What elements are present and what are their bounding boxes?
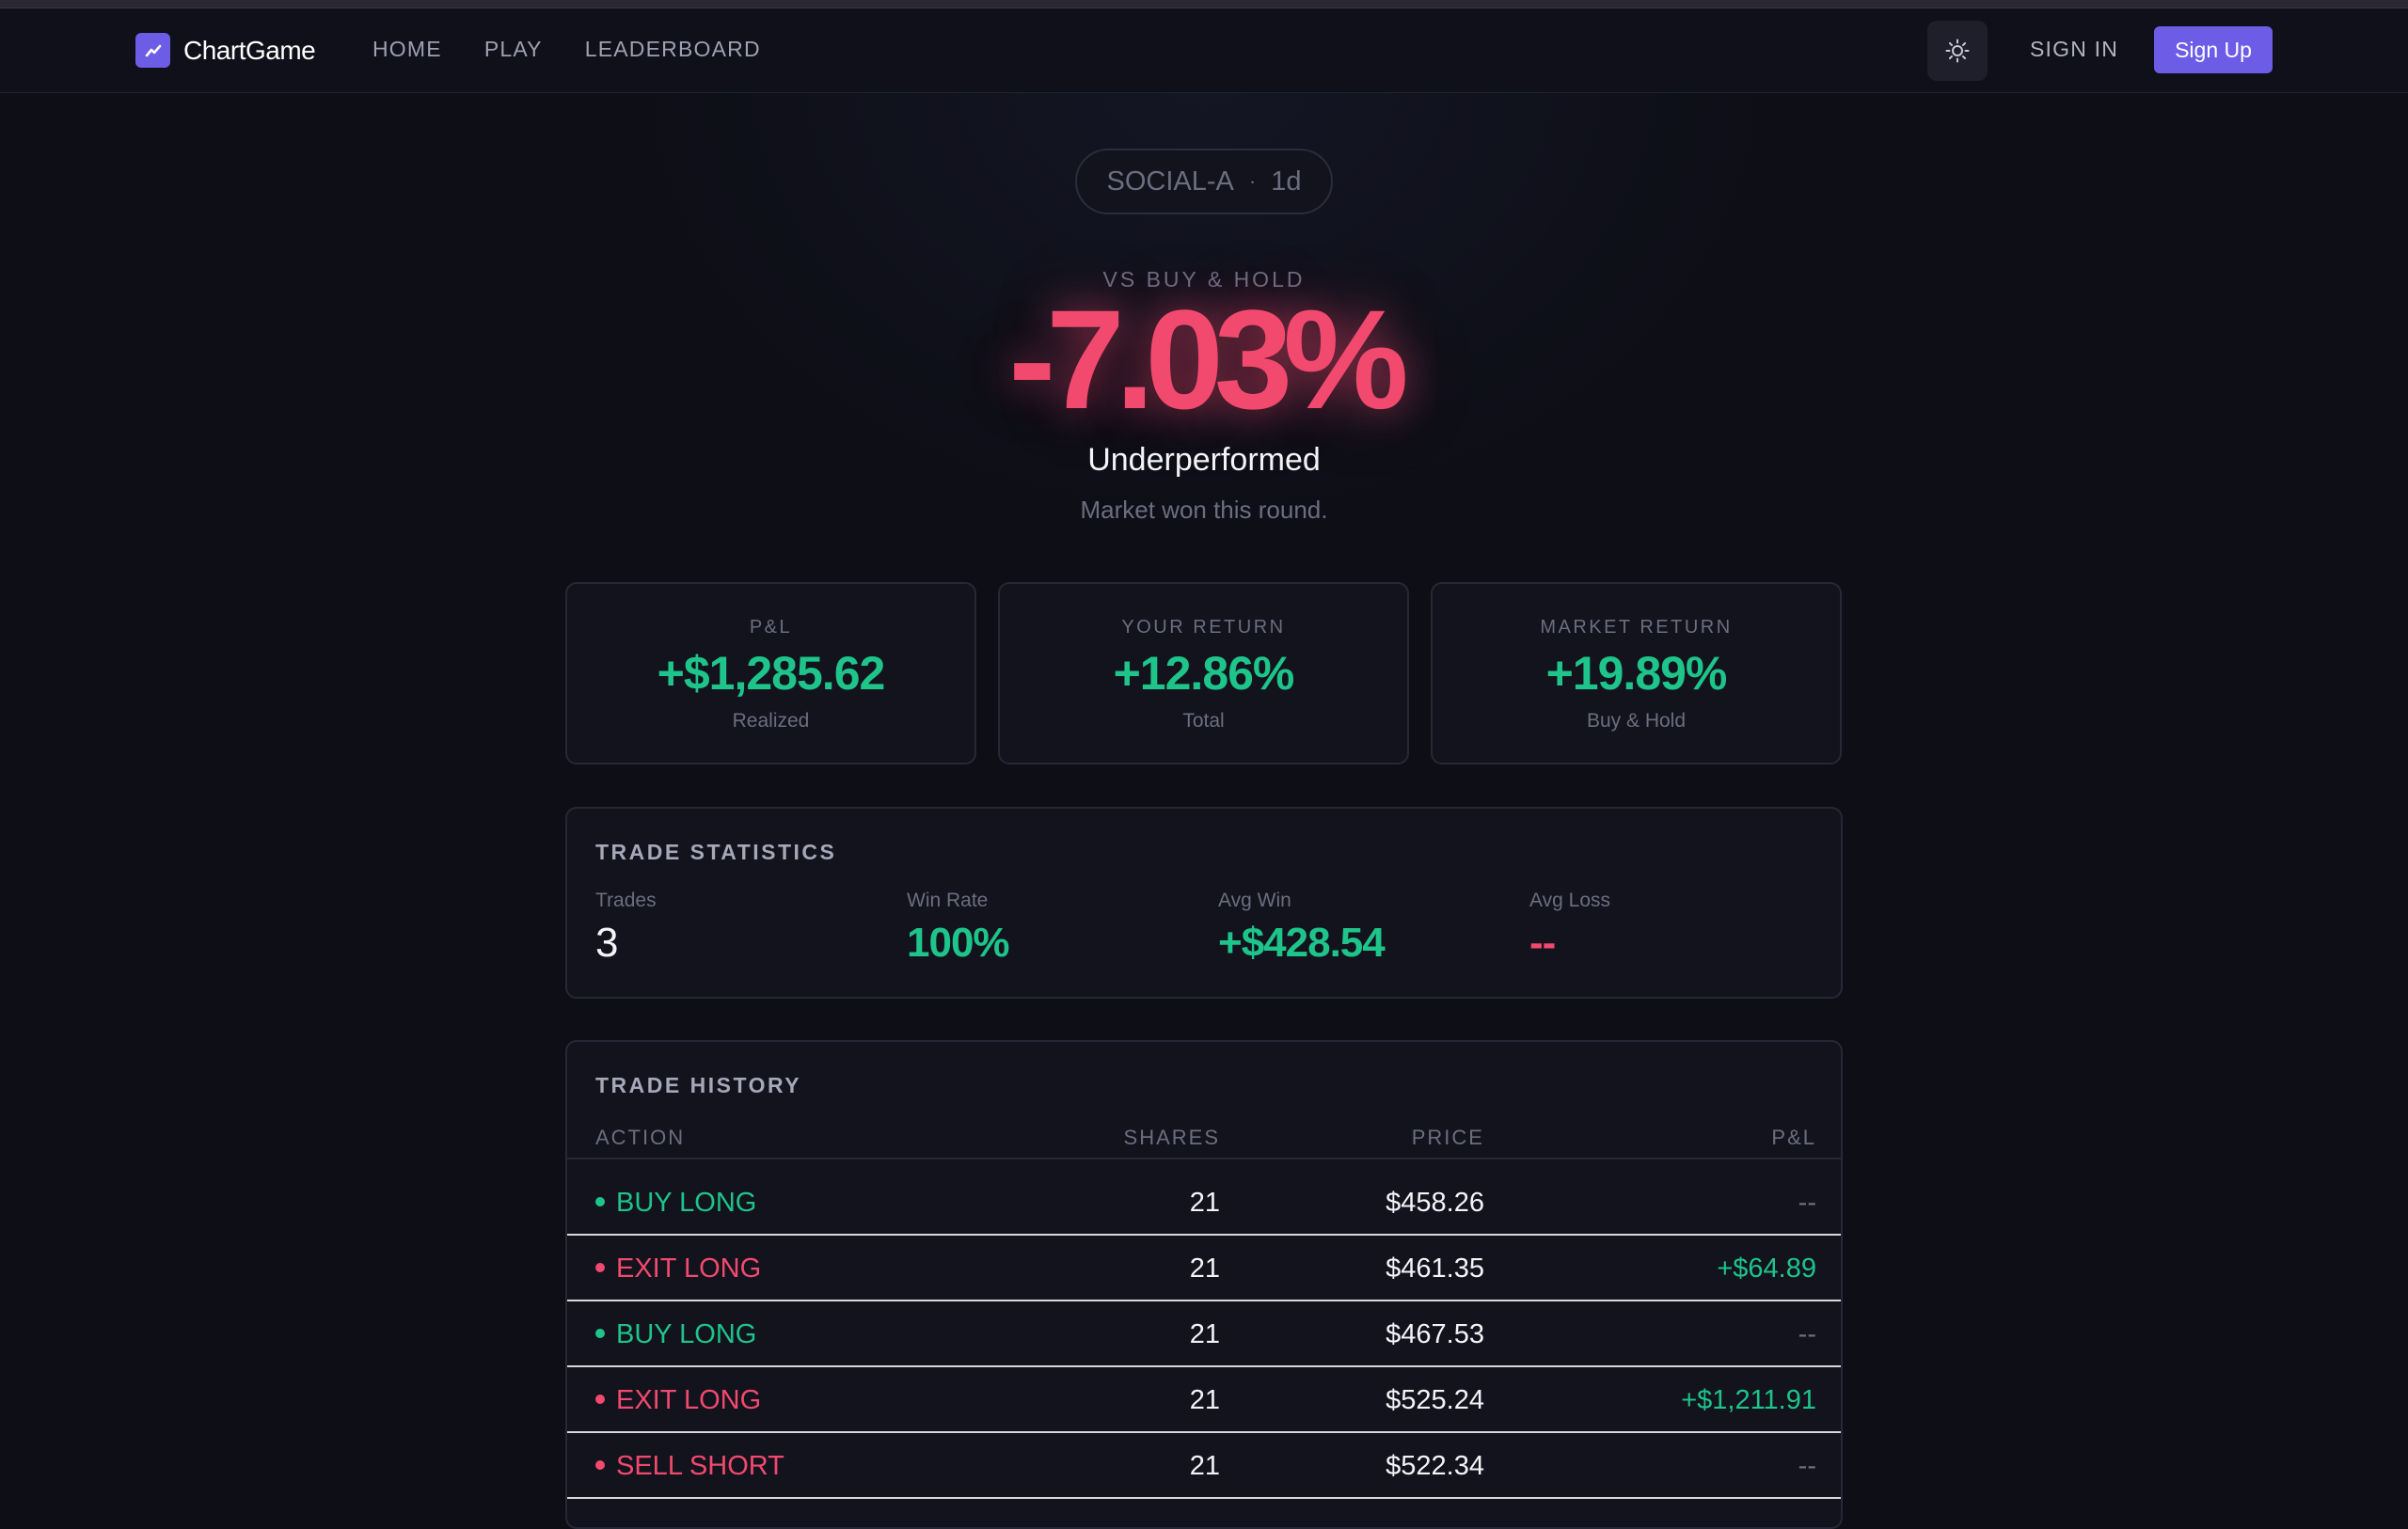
stat-value: 3 — [595, 920, 618, 966]
stat-subtitle: Total — [1182, 710, 1225, 732]
nav-link-leaderboard[interactable]: LEADERBOARD — [584, 37, 761, 61]
trades-stat: Trades 3 — [595, 890, 657, 967]
stat-subtitle: Realized — [732, 710, 810, 732]
table-row: EXIT LONG 21 $461.35 +$64.89 — [567, 1236, 1841, 1301]
table-row: SELL SHORT 21 $522.34 -- — [567, 1433, 1841, 1499]
table-row: BUY LONG 21 $467.53 -- — [567, 1301, 1841, 1367]
win-rate-stat: Win Rate 100% — [907, 890, 1010, 967]
ticker-symbol: SOCIAL-A — [1106, 166, 1234, 197]
trade-action: EXIT LONG — [595, 1236, 761, 1301]
avg-win-stat: Avg Win +$428.54 — [1218, 890, 1386, 967]
stat-value: +19.89% — [1545, 647, 1728, 700]
buy-dot-icon — [595, 1197, 605, 1207]
trade-action: EXIT LONG — [595, 1367, 761, 1433]
theme-toggle-button[interactable] — [1927, 21, 1988, 81]
ticker-separator: · — [1248, 169, 1257, 193]
trade-price: $522.34 — [1386, 1451, 1484, 1481]
ticker-timeframe: 1d — [1271, 166, 1302, 197]
nav-link-play[interactable]: PLAY — [483, 37, 543, 61]
buy-dot-icon — [595, 1329, 605, 1339]
pnl-stat-card: P&L +$1,285.62 Realized — [565, 582, 976, 764]
navbar: ChartGame HOME PLAY LEADERBOARD SIGN IN … — [0, 8, 2408, 93]
stat-label: Avg Loss — [1529, 890, 1610, 911]
stat-value: -- — [1529, 920, 1556, 966]
stat-label: Win Rate — [907, 890, 989, 911]
ticker-pill: SOCIAL-A · 1d — [1075, 149, 1333, 214]
trade-price: $458.26 — [1386, 1188, 1484, 1218]
column-header-action: ACTION — [595, 1126, 686, 1149]
result-subtitle: Market won this round. — [1080, 496, 1328, 524]
trade-action-label: BUY LONG — [616, 1188, 757, 1218]
column-header-price: PRICE — [1411, 1126, 1484, 1149]
trade-action: BUY LONG — [595, 1170, 756, 1236]
brand-name: ChartGame — [183, 35, 316, 65]
table-row: EXIT LONG 21 $525.24 +$1,211.91 — [567, 1367, 1841, 1433]
trade-shares: 21 — [1189, 1188, 1220, 1218]
exit-dot-icon — [595, 1395, 605, 1405]
stat-label: Trades — [595, 890, 657, 911]
trade-action-label: BUY LONG — [616, 1319, 757, 1349]
trade-price: $525.24 — [1386, 1385, 1484, 1415]
trade-shares: 21 — [1189, 1451, 1220, 1481]
trade-pnl: -- — [1798, 1319, 1816, 1349]
table-header: ACTION SHARES PRICE P&L — [567, 1126, 1841, 1159]
section-title: TRADE HISTORY — [595, 1073, 802, 1097]
stat-subtitle: Buy & Hold — [1586, 710, 1687, 732]
exit-dot-icon — [595, 1263, 605, 1273]
stat-label: MARKET RETURN — [1540, 617, 1733, 638]
table-row: BUY LONG 21 $458.26 -- — [567, 1170, 1841, 1236]
stat-label: YOUR RETURN — [1121, 617, 1286, 638]
nav-link-home[interactable]: HOME — [372, 37, 442, 61]
trade-action: SELL SHORT — [595, 1433, 784, 1499]
brand[interactable]: ChartGame — [135, 33, 316, 68]
column-header-shares: SHARES — [1123, 1126, 1220, 1149]
trade-statistics-panel: TRADE STATISTICS Trades 3 Win Rate 100% … — [565, 807, 1843, 999]
nav-links: HOME PLAY LEADERBOARD — [372, 37, 761, 62]
market-return-stat-card: MARKET RETURN +19.89% Buy & Hold — [1431, 582, 1842, 764]
trade-shares: 21 — [1189, 1319, 1220, 1349]
trade-action-label: EXIT LONG — [616, 1385, 762, 1415]
section-title: TRADE STATISTICS — [595, 840, 837, 864]
result-value: -7.03% — [1008, 280, 1408, 438]
trade-pnl: -- — [1798, 1188, 1816, 1218]
your-return-stat-card: YOUR RETURN +12.86% Total — [998, 582, 1409, 764]
trade-shares: 21 — [1189, 1253, 1220, 1284]
trade-shares: 21 — [1189, 1385, 1220, 1415]
chart-logo-icon — [135, 33, 170, 68]
trade-pnl: +$64.89 — [1717, 1253, 1816, 1284]
trade-price: $467.53 — [1386, 1319, 1484, 1349]
stat-value: +12.86% — [1113, 647, 1295, 700]
trade-pnl: -- — [1798, 1451, 1816, 1481]
trade-action-label: SELL SHORT — [616, 1451, 784, 1481]
result-verdict: Underperformed — [1087, 442, 1321, 478]
trade-price: $461.35 — [1386, 1253, 1484, 1284]
window-top-border — [0, 0, 2408, 8]
stat-value: +$428.54 — [1218, 920, 1386, 966]
trade-action: BUY LONG — [595, 1301, 756, 1367]
stat-label: P&L — [749, 617, 793, 638]
trade-history-panel: TRADE HISTORY ACTION SHARES PRICE P&L BU… — [565, 1040, 1843, 1529]
trade-pnl: +$1,211.91 — [1681, 1385, 1816, 1415]
sign-in-link[interactable]: SIGN IN — [2030, 37, 2119, 61]
column-header-pnl: P&L — [1771, 1126, 1816, 1149]
stat-value: +$1,285.62 — [657, 647, 886, 700]
sun-icon — [1945, 39, 1970, 63]
sign-up-button[interactable]: Sign Up — [2154, 26, 2273, 73]
avg-loss-stat: Avg Loss -- — [1529, 890, 1610, 967]
trade-action-label: EXIT LONG — [616, 1253, 762, 1284]
stat-label: Avg Win — [1218, 890, 1291, 911]
result-label: VS BUY & HOLD — [1102, 267, 1306, 292]
stat-value: 100% — [907, 920, 1010, 966]
short-dot-icon — [595, 1460, 605, 1471]
